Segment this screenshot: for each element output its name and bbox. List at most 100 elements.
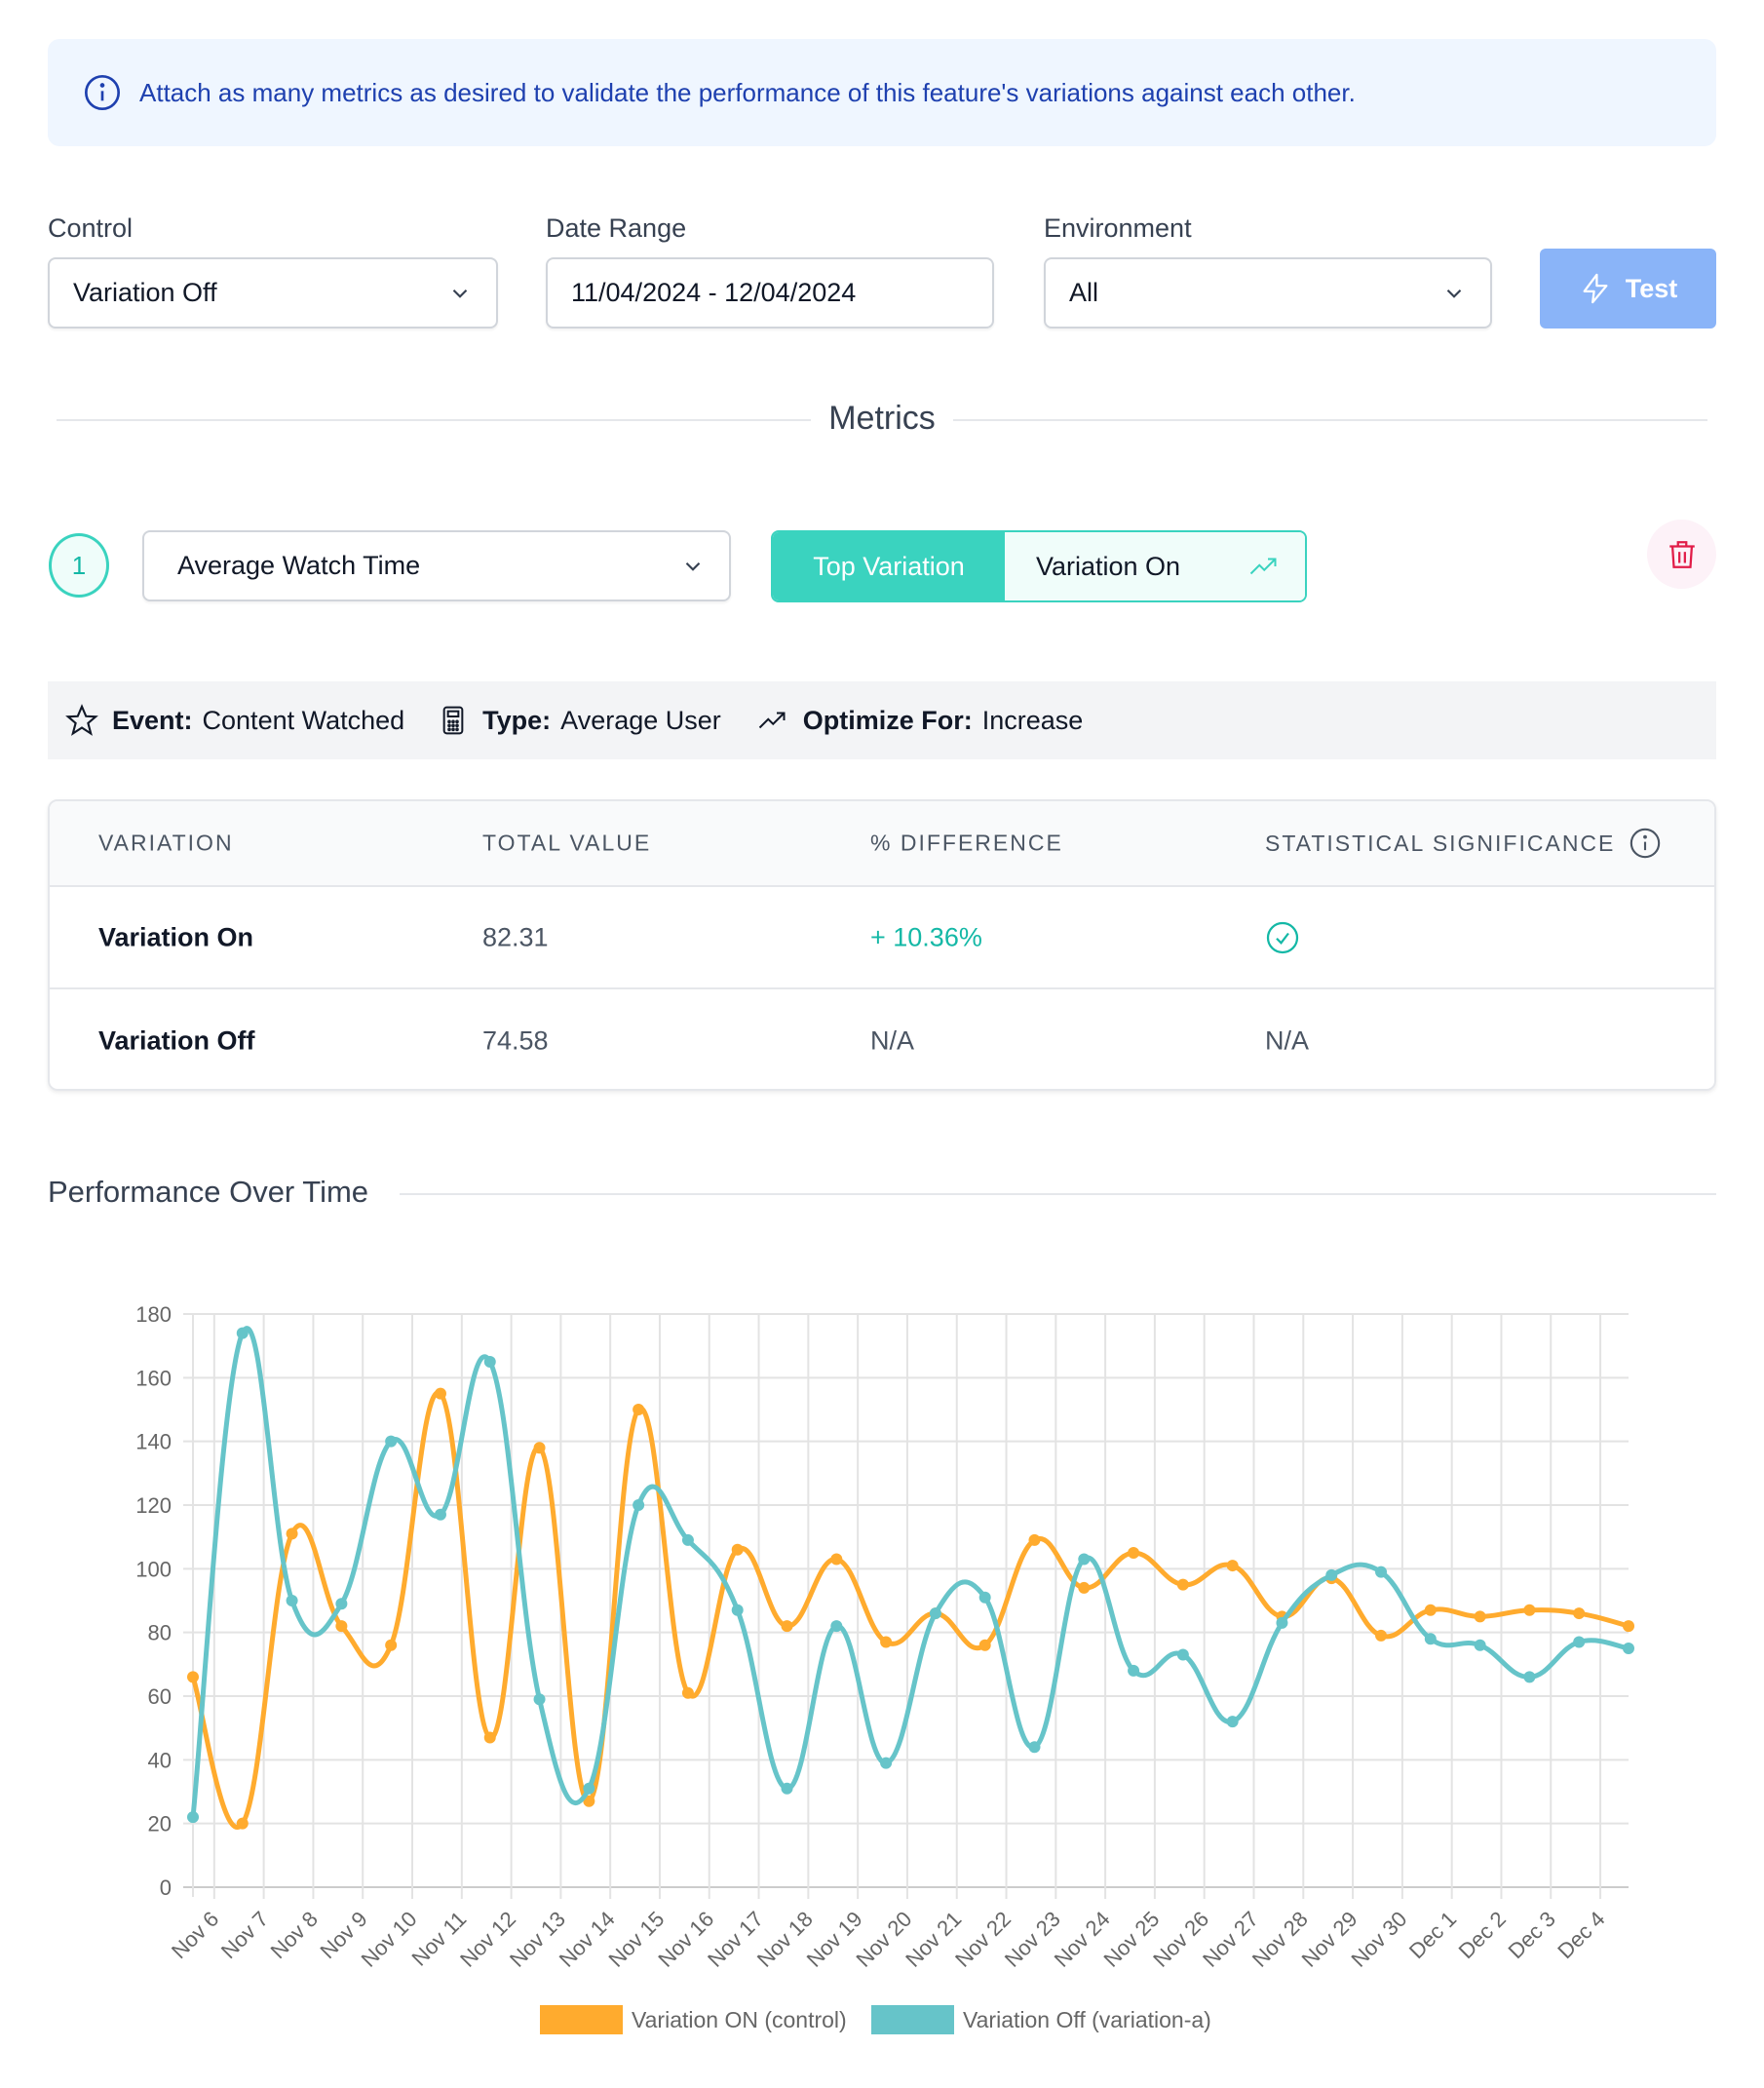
top-variation-indicator: Top Variation Variation On xyxy=(771,530,1307,602)
data-point xyxy=(385,1435,398,1448)
header-variation: VARIATION xyxy=(98,830,234,856)
y-tick-label: 160 xyxy=(135,1366,172,1390)
data-point xyxy=(1176,1648,1189,1661)
data-point xyxy=(830,1553,843,1566)
data-point xyxy=(731,1543,744,1556)
x-tick-label: Nov 24 xyxy=(1050,1907,1115,1972)
data-point xyxy=(1375,1566,1388,1578)
metric-index-badge: 1 xyxy=(49,533,109,598)
date-range-label: Date Range xyxy=(546,213,687,243)
environment-label: Environment xyxy=(1044,213,1192,243)
x-tick-label: Nov 6 xyxy=(167,1907,223,1963)
legend-label: Variation Off (variation-a) xyxy=(963,2007,1211,2032)
y-tick-label: 80 xyxy=(148,1621,172,1645)
top-variation-value: Variation On xyxy=(1036,551,1181,581)
x-tick-label: Nov 27 xyxy=(1198,1907,1263,1972)
environment-select[interactable]: All xyxy=(1044,257,1492,329)
x-tick-label: Nov 29 xyxy=(1297,1907,1362,1972)
x-tick-label: Nov 28 xyxy=(1247,1907,1313,1972)
data-point xyxy=(1573,1607,1586,1620)
delete-metric-button[interactable] xyxy=(1647,520,1716,589)
x-tick-label: Dec 2 xyxy=(1454,1907,1511,1963)
data-point xyxy=(1128,1664,1140,1677)
data-point xyxy=(335,1598,348,1610)
data-point xyxy=(1474,1610,1486,1623)
data-point xyxy=(1028,1741,1041,1754)
data-point xyxy=(1424,1633,1437,1645)
data-point xyxy=(1078,1581,1091,1594)
data-point xyxy=(1226,1716,1239,1728)
x-tick-label: Nov 8 xyxy=(266,1907,323,1963)
event-value: Content Watched xyxy=(202,705,405,735)
x-tick-label: Nov 26 xyxy=(1148,1907,1213,1972)
header-difference: % DIFFERENCE xyxy=(870,830,1063,856)
data-point xyxy=(533,1442,546,1454)
type-value: Average User xyxy=(560,705,721,735)
y-tick-label: 100 xyxy=(135,1557,172,1581)
data-point xyxy=(483,1731,496,1744)
y-tick-label: 0 xyxy=(160,1875,172,1900)
x-tick-label: Nov 13 xyxy=(505,1907,570,1972)
variation-name: Variation On xyxy=(98,922,254,951)
x-tick-label: Dec 4 xyxy=(1553,1907,1609,1963)
significance-cell xyxy=(1265,920,1300,955)
data-point xyxy=(1226,1560,1239,1572)
metric-select[interactable]: Average Watch Time xyxy=(142,530,731,601)
x-tick-label: Nov 18 xyxy=(752,1907,818,1972)
data-point xyxy=(1128,1547,1140,1559)
date-range-input[interactable]: 11/04/2024 - 12/04/2024 xyxy=(546,257,994,329)
calculator-icon xyxy=(442,706,464,735)
banner-text: Attach as many metrics as desired to val… xyxy=(139,77,1356,107)
performance-title: Performance Over Time xyxy=(48,1175,385,1210)
x-tick-label: Nov 20 xyxy=(852,1907,917,1972)
trending-up-icon xyxy=(1249,558,1277,575)
x-tick-label: Nov 19 xyxy=(802,1907,867,1972)
x-tick-label: Nov 25 xyxy=(1098,1907,1164,1972)
legend-swatch xyxy=(540,2005,623,2034)
data-point xyxy=(1078,1553,1091,1566)
y-tick-label: 40 xyxy=(148,1748,172,1772)
y-tick-label: 120 xyxy=(135,1493,172,1518)
performance-divider xyxy=(400,1193,1716,1195)
data-point xyxy=(236,1327,249,1339)
x-tick-label: Nov 12 xyxy=(455,1907,520,1972)
data-point xyxy=(880,1636,893,1648)
data-point xyxy=(1424,1604,1437,1616)
trash-icon xyxy=(1668,540,1695,568)
data-point xyxy=(681,1686,694,1699)
data-point xyxy=(929,1607,941,1620)
info-banner: Attach as many metrics as desired to val… xyxy=(48,39,1716,146)
data-point xyxy=(434,1508,446,1521)
x-tick-label: Nov 17 xyxy=(703,1907,768,1972)
series-line xyxy=(190,1326,1630,1818)
data-point xyxy=(1523,1604,1536,1616)
chevron-down-icon xyxy=(685,561,701,571)
header-total-value: TOTAL VALUE xyxy=(482,830,652,856)
control-select[interactable]: Variation Off xyxy=(48,257,498,329)
test-button-label: Test xyxy=(1625,273,1678,303)
data-point xyxy=(880,1757,893,1769)
data-point xyxy=(978,1591,991,1604)
data-point xyxy=(1623,1643,1634,1654)
data-point xyxy=(681,1533,694,1546)
data-point xyxy=(286,1595,298,1606)
environment-value: All xyxy=(1069,278,1099,307)
y-tick-label: 140 xyxy=(135,1430,172,1454)
header-significance: STATISTICAL SIGNIFICANCE xyxy=(1265,827,1662,860)
data-point xyxy=(1176,1578,1189,1591)
x-tick-label: Nov 30 xyxy=(1346,1907,1411,1972)
control-label: Control xyxy=(48,213,134,243)
chevron-down-icon xyxy=(452,289,468,298)
info-icon[interactable] xyxy=(1629,827,1662,860)
data-point xyxy=(781,1782,793,1795)
x-tick-label: Dec 3 xyxy=(1503,1907,1559,1963)
x-tick-label: Dec 1 xyxy=(1404,1907,1461,1963)
trending-up-icon xyxy=(758,712,786,729)
y-tick-label: 60 xyxy=(148,1684,172,1709)
data-point xyxy=(633,1499,645,1511)
data-point xyxy=(633,1404,645,1415)
type-label: Type: xyxy=(482,705,552,735)
test-button[interactable]: Test xyxy=(1540,249,1716,329)
series-line xyxy=(190,1390,1630,1830)
